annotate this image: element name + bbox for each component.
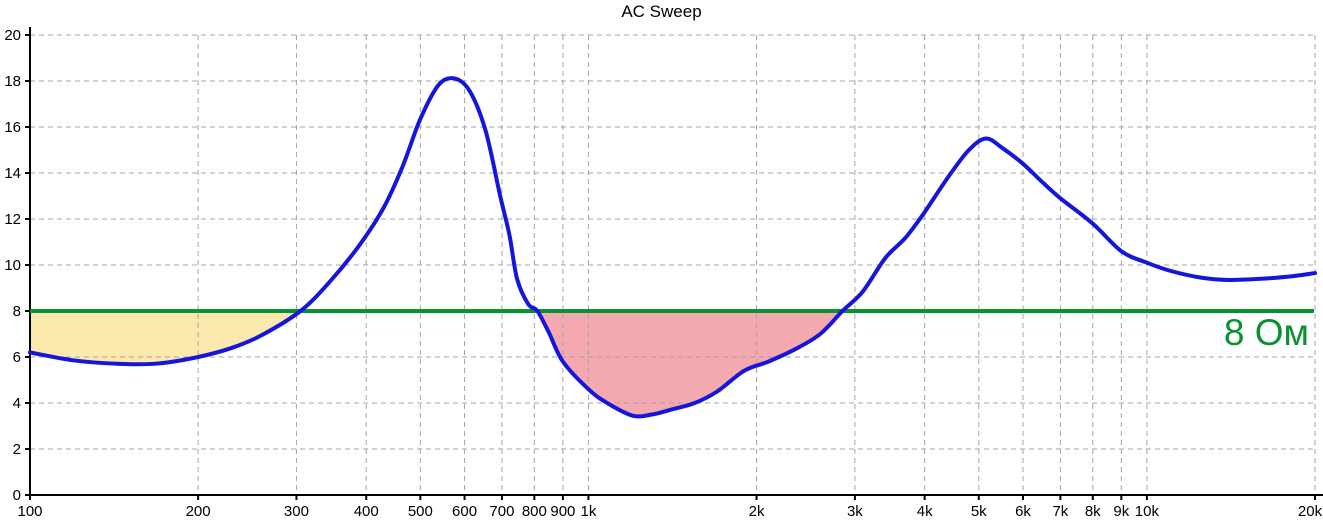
x-tick-label: 20k bbox=[1298, 503, 1323, 520]
impedance-curve bbox=[28, 76, 1317, 419]
fill-region-below-ref-mid-band bbox=[537, 311, 843, 417]
reference-line-label: 8 Ом bbox=[1223, 312, 1309, 353]
x-tick-label: 300 bbox=[284, 503, 309, 520]
y-tick-label: 2 bbox=[13, 441, 21, 458]
fill-region-below-ref-low-band bbox=[30, 311, 301, 365]
x-tick-label: 2k bbox=[749, 503, 765, 520]
x-tick-label: 200 bbox=[186, 503, 211, 520]
y-tick-label: 20 bbox=[4, 27, 21, 44]
x-tick-label: 4k bbox=[917, 503, 933, 520]
y-tick-label: 0 bbox=[13, 487, 21, 504]
y-tick-label: 12 bbox=[4, 211, 21, 228]
y-tick-label: 4 bbox=[13, 395, 21, 412]
x-tick-label: 5k bbox=[971, 503, 987, 520]
y-tick-label: 8 bbox=[13, 303, 21, 320]
x-tick-label: 1k bbox=[581, 503, 597, 520]
x-tick-label: 3k bbox=[847, 503, 863, 520]
x-tick-label: 8k bbox=[1085, 503, 1101, 520]
y-tick-label: 14 bbox=[4, 165, 21, 182]
x-tick-label: 9k bbox=[1113, 503, 1129, 520]
y-tick-label: 16 bbox=[4, 119, 21, 136]
y-tick-label: 10 bbox=[4, 257, 21, 274]
x-tick-label: 100 bbox=[17, 503, 42, 520]
x-tick-label: 10k bbox=[1135, 503, 1160, 520]
x-tick-label: 500 bbox=[408, 503, 433, 520]
x-tick-label: 600 bbox=[452, 503, 477, 520]
chart-title: AC Sweep bbox=[621, 2, 702, 21]
x-tick-label: 900 bbox=[550, 503, 575, 520]
y-tick-label: 18 bbox=[4, 73, 21, 90]
x-tick-label: 400 bbox=[354, 503, 379, 520]
x-tick-label: 800 bbox=[522, 503, 547, 520]
x-tick-label: 6k bbox=[1015, 503, 1031, 520]
x-tick-label: 7k bbox=[1052, 503, 1068, 520]
y-tick-label: 6 bbox=[13, 349, 21, 366]
x-tick-label: 700 bbox=[489, 503, 514, 520]
